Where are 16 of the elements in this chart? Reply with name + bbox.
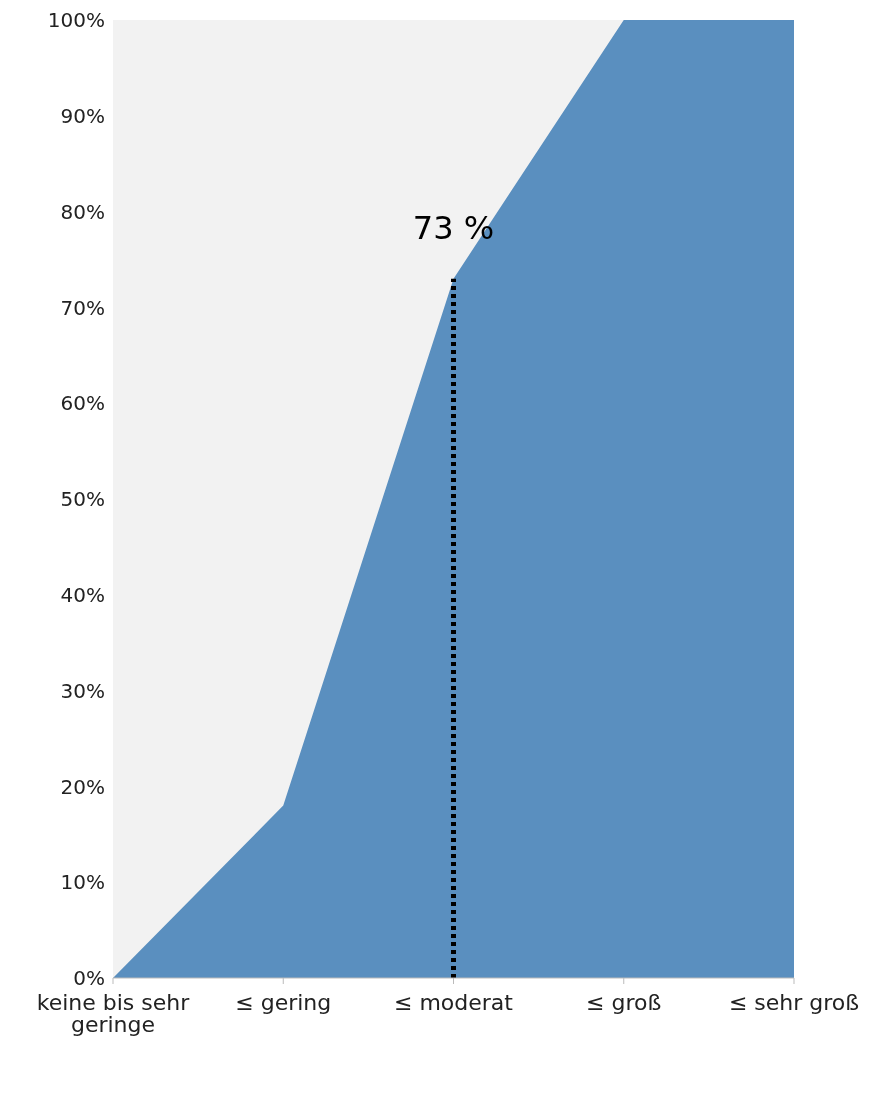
x-tick-label: ≤ gering [235,989,332,1015]
y-tick-label: 20% [60,774,105,799]
x-tick-label: ≤ groß [586,989,662,1015]
y-tick-label: 40% [60,582,105,607]
y-tick-label: 60% [60,391,105,416]
y-tick-label: 10% [60,870,105,895]
x-tick-label: ≤ moderat [394,989,514,1015]
y-tick-label: 90% [60,103,105,128]
x-tick-label: keine bis sehr geringe [36,989,191,1037]
x-tick-label: ≤ sehr groß [728,989,860,1015]
y-tick-label: 80% [60,199,105,224]
y-tick-label: 50% [60,487,105,512]
y-tick-label: 100% [47,8,105,33]
y-tick-label: 30% [60,678,105,703]
y-tick-label: 70% [60,295,105,320]
y-tick-label: 0% [73,966,105,991]
